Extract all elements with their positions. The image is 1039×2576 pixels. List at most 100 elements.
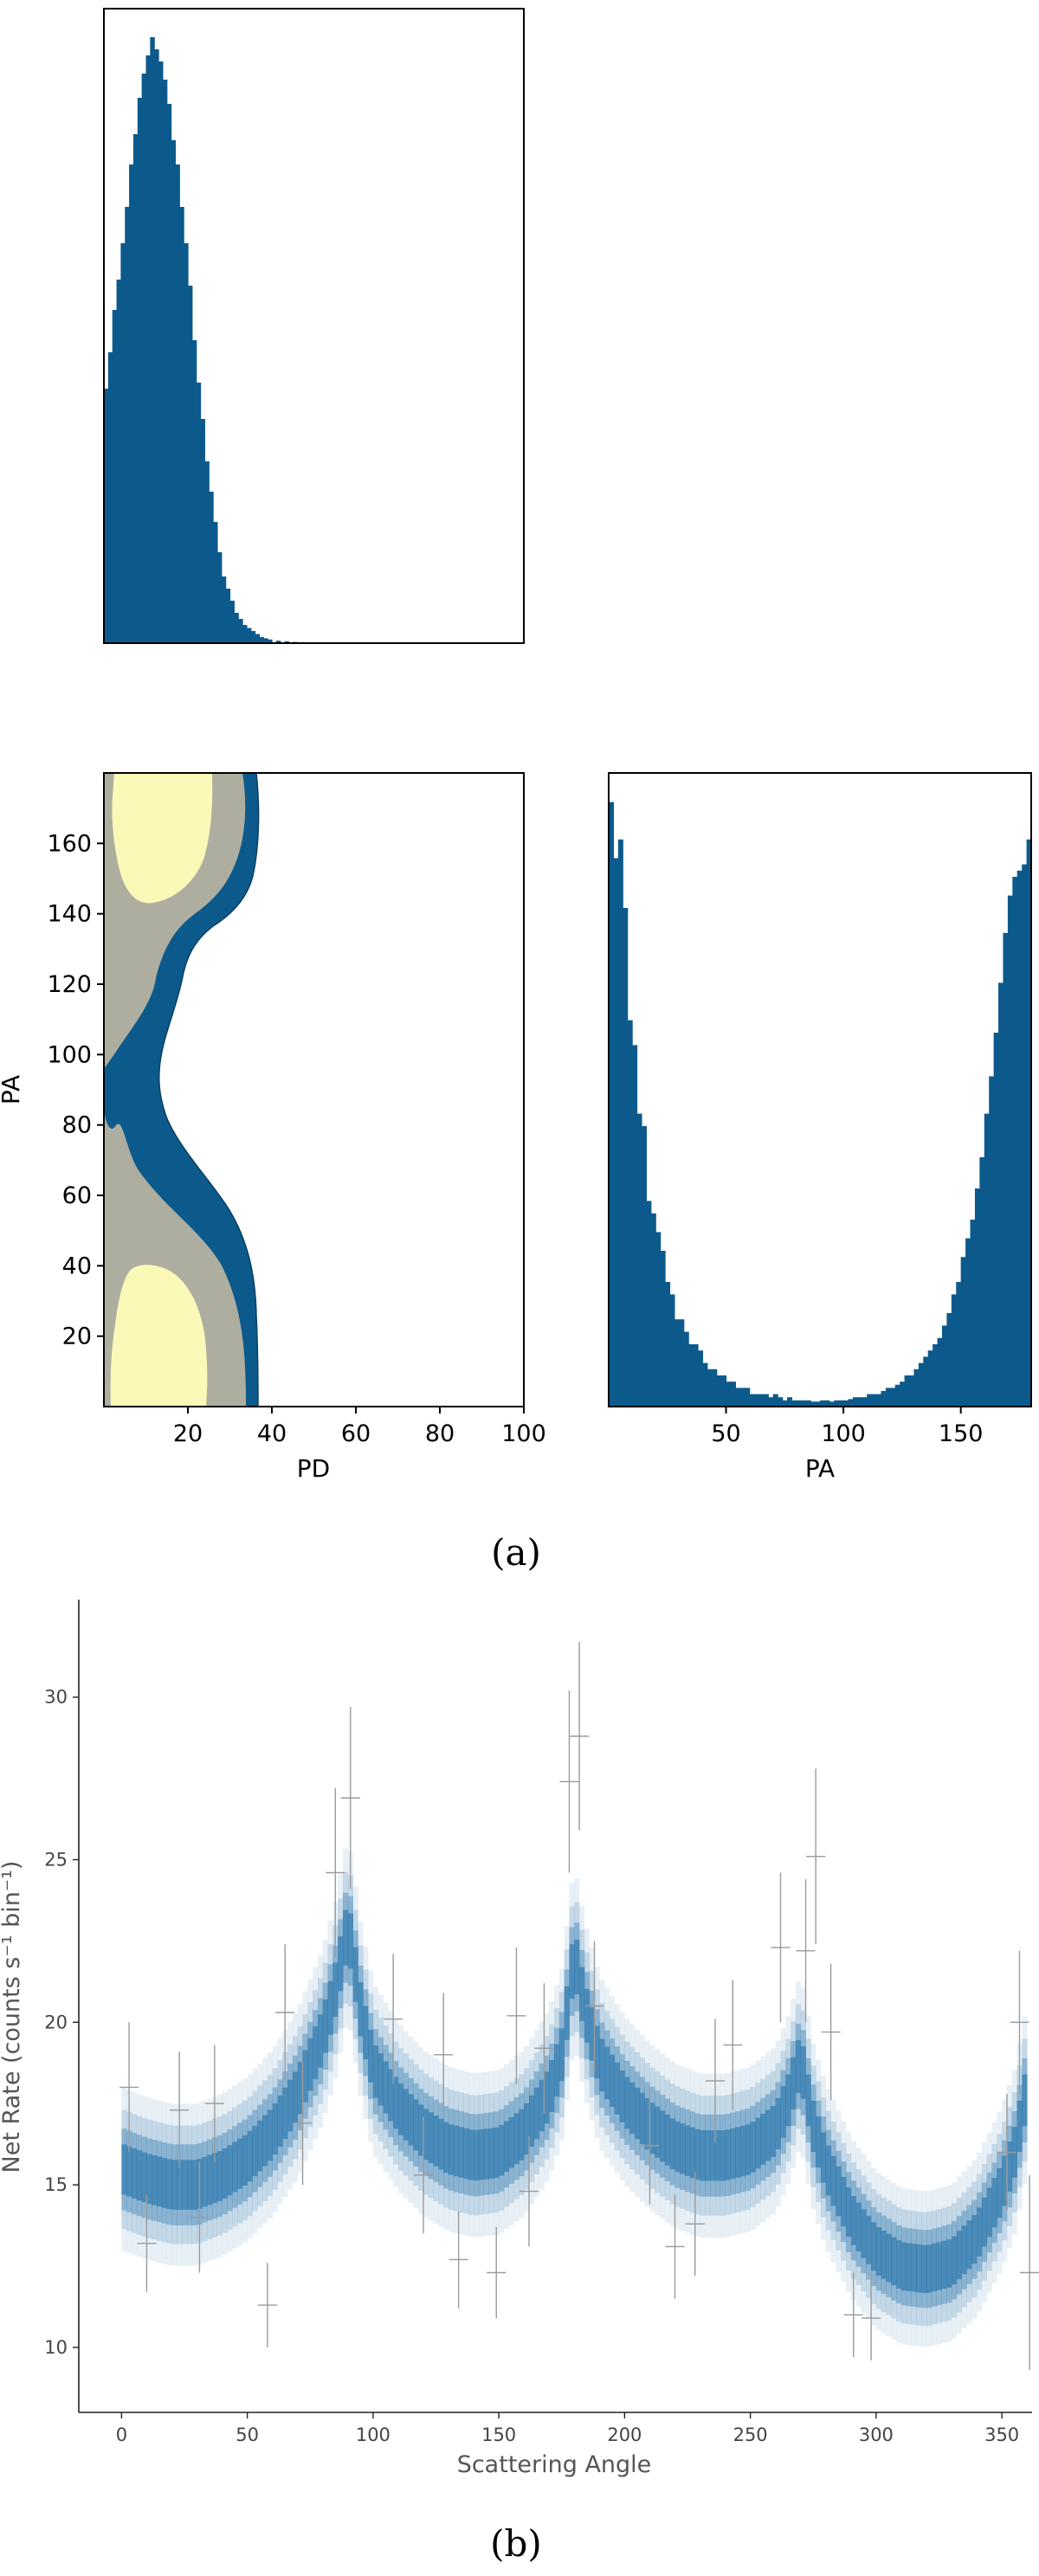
model-band-segment [1006, 2141, 1013, 2193]
model-band-segment [941, 2240, 947, 2289]
model-band-segment [483, 2128, 489, 2180]
model-band-segment [478, 2128, 485, 2180]
contour-x-tick-label: 60 [341, 1420, 371, 1447]
model-band-segment [916, 2244, 922, 2293]
model-band-segment [372, 2045, 378, 2098]
scatter-y-tick-label: 30 [44, 1687, 68, 1708]
pa-histogram-bar [900, 1381, 906, 1407]
model-band-segment [991, 2178, 997, 2228]
model-band-segment [886, 2233, 892, 2283]
model-band-segment [307, 2038, 313, 2091]
contour-y-tick-label: 60 [62, 1182, 92, 1209]
pa-histogram-bar [693, 1344, 699, 1407]
pd-histogram-bar [216, 552, 223, 643]
model-band-segment [795, 2040, 802, 2093]
pa-histogram-bar [810, 1401, 816, 1407]
model-band-segment [775, 2097, 781, 2150]
model-band-segment [388, 2069, 394, 2122]
model-band-segment [157, 2156, 163, 2207]
scatter-y-tick-label: 10 [44, 2337, 68, 2358]
data-point [806, 1768, 826, 1945]
model-band-segment [579, 1967, 585, 2021]
pd-histogram-bar [188, 286, 193, 643]
pd-histogram-bar [221, 576, 227, 643]
data-point [821, 1963, 841, 2101]
model-band-segment [664, 2114, 670, 2166]
model-band-segment [785, 2074, 791, 2127]
pd-histogram-bar [107, 352, 113, 643]
pa-histogram-bar [829, 1401, 835, 1407]
pd-histogram-bar [150, 37, 155, 643]
pa-histogram-bar [923, 1356, 929, 1407]
scatter-y-tick-label: 15 [44, 2174, 68, 2195]
scatter-x-tick-label: 250 [733, 2425, 768, 2445]
pa-histogram-bar [683, 1331, 689, 1407]
pa-histogram-bar [1016, 870, 1023, 1407]
data-point [119, 2022, 139, 2153]
model-band-segment [277, 2095, 283, 2148]
model-band-segment [805, 2074, 811, 2127]
model-band-segment [896, 2240, 902, 2289]
model-band-segment [393, 2077, 399, 2129]
model-band-segment [791, 2057, 797, 2109]
contour-y-label: PA [0, 1075, 25, 1104]
model-band-segment [383, 2061, 389, 2114]
pd-histogram-bar [132, 134, 139, 643]
data-point [559, 1690, 579, 1873]
pa-histogram-bar [989, 1076, 995, 1407]
data-point [997, 2093, 1016, 2212]
pa-x-tick-label: 100 [821, 1420, 866, 1447]
model-band-segment [745, 2124, 751, 2175]
pa-histogram-bar [965, 1238, 971, 1407]
model-band-segment [468, 2129, 474, 2180]
pd-histogram-bar [200, 419, 205, 643]
pa-histogram-bar [838, 1400, 844, 1407]
model-band-segment [966, 2220, 972, 2270]
model-band-segment [378, 2053, 384, 2106]
pd-histogram-bar [166, 104, 172, 643]
model-band-segment [558, 2028, 565, 2082]
pa-histogram-bar [918, 1362, 924, 1407]
model-band-segment [227, 2145, 233, 2196]
model-band-segment [207, 2154, 213, 2206]
model-band-segment [297, 2062, 303, 2115]
model-band-segment [926, 2244, 933, 2293]
data-point [507, 1947, 526, 2084]
pa-histogram-bar [956, 1282, 962, 1407]
pa-histogram-bar [632, 1045, 638, 1407]
scattering-panel: 0 50 100 150 200 250 300 350 10 15 20 25 30 Scatteri… [0, 1600, 1039, 2478]
model-band-segment [216, 2151, 223, 2201]
model-band-segment [644, 2097, 650, 2150]
pa-histogram-bar [665, 1282, 671, 1407]
scatter-x-label: Scattering Angle [457, 2451, 652, 2478]
model-band-segment [453, 2125, 459, 2177]
model-band-segment [161, 2158, 167, 2208]
model-band-segment [619, 2070, 625, 2122]
model-band-segment [272, 2103, 278, 2154]
model-band-segment [242, 2135, 248, 2186]
pa-histogram-bar [660, 1251, 666, 1407]
pa-histogram-bar [951, 1294, 957, 1407]
pa-histogram-bar [745, 1388, 751, 1407]
contour-inner-region-top [112, 773, 213, 904]
model-band-segment [846, 2187, 852, 2238]
pa-histogram-bar [613, 858, 619, 1407]
pa-histogram-axes: 50 100 150 [711, 1407, 983, 1447]
pa-histogram-bar [754, 1394, 760, 1407]
pa-histogram-bar [933, 1344, 939, 1407]
pa-histogram-bar [1003, 932, 1009, 1407]
model-band-segment [338, 1936, 344, 1992]
model-band-segment [977, 2207, 983, 2257]
pa-histogram-bar [768, 1397, 774, 1407]
model-band-segment [282, 2087, 288, 2140]
pa-histogram-bar [909, 1375, 915, 1407]
model-band-segment [247, 2130, 253, 2182]
data-point [584, 1941, 604, 2071]
model-band-segment [841, 2177, 847, 2227]
contour-x-tick-label: 20 [173, 1420, 203, 1447]
model-band-segment [614, 2062, 620, 2115]
model-band-segment [800, 2046, 806, 2099]
model-band-segment [126, 2146, 132, 2197]
caption-b: (b) [490, 2522, 542, 2565]
data-point [326, 1787, 345, 1958]
